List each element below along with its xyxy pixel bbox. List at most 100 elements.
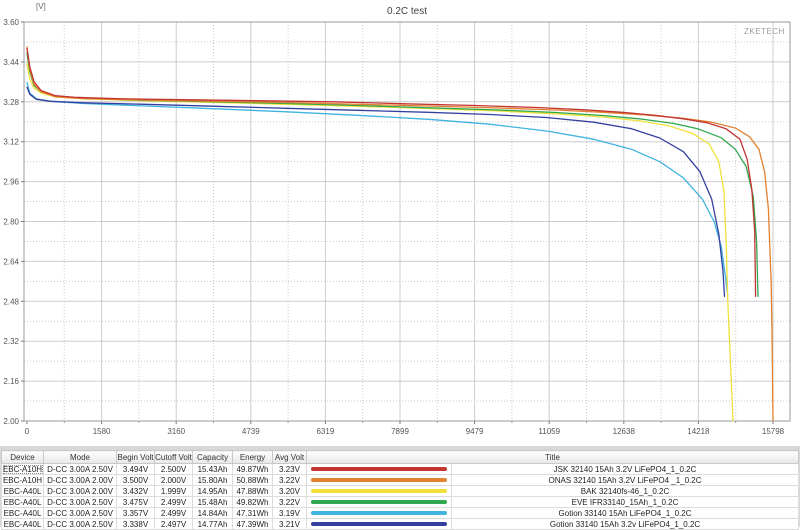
x-tick-label: 15798 — [762, 427, 785, 436]
cell-begin-volt: 3.432V — [116, 485, 155, 497]
cell-avg-volt: 3.21V — [272, 518, 307, 530]
cell-title: JSK 32140 15Ah 3.2V LiFePO4_1_0.2C — [450, 463, 800, 475]
results-table: Device Mode Begin Volt Cutoff Volt Capac… — [1, 450, 800, 530]
cell-legend-color — [306, 474, 452, 486]
cell-mode: D-CC 3.00A 2.50V — [43, 463, 117, 475]
cell-cutoff-volt: 2.499V — [154, 507, 193, 519]
discharge-chart-panel: [V] 0.2C test ZKETECH 3.60 3.44 3.28 3.12 2.… — [3, 2, 791, 436]
cell-device: EBC-A40L — [1, 485, 44, 497]
legend-color-bar — [311, 511, 447, 515]
x-tick-label: 3160 — [167, 427, 185, 436]
col-header-device: Device — [1, 450, 44, 464]
y-tick-label: 2.00 — [3, 417, 19, 426]
cell-legend-color — [306, 507, 452, 519]
series-curve-5 — [26, 86, 726, 297]
cell-capacity: 14.77Ah — [192, 518, 233, 530]
cell-cutoff-volt: 1.999V — [154, 485, 193, 497]
col-header-capacity: Capacity — [192, 450, 233, 464]
x-tick-label: 4739 — [242, 427, 260, 436]
y-tick-label: 2.64 — [3, 257, 19, 266]
cell-energy: 49.82Wh — [232, 496, 273, 508]
cell-device: EBC-A10H — [1, 463, 44, 475]
cell-begin-volt: 3.338V — [116, 518, 155, 530]
cell-avg-volt: 3.23V — [272, 463, 307, 475]
cell-mode: D-CC 3.00A 2.50V — [43, 496, 117, 508]
cell-begin-volt: 3.500V — [116, 474, 155, 486]
cell-cutoff-volt: 2.499V — [154, 496, 193, 508]
x-tick-label: 9479 — [466, 427, 484, 436]
legend-color-bar — [311, 478, 447, 482]
series-curve-4 — [26, 81, 729, 297]
cell-device: EBC-A40L — [1, 496, 44, 508]
cell-energy: 47.31Wh — [232, 507, 273, 519]
cell-device: EBC-A40L — [1, 518, 44, 530]
table-row[interactable]: EBC-A40L D-CC 3.00A 2.50V 3.357V 2.499V … — [1, 507, 800, 519]
cell-cutoff-volt: 2.497V — [154, 518, 193, 530]
cell-legend-color — [306, 496, 452, 508]
table-header-row: Device Mode Begin Volt Cutoff Volt Capac… — [1, 450, 800, 464]
table-row[interactable]: EBC-A10H D-CC 3.00A 2.00V 3.500V 2.000V … — [1, 474, 800, 486]
cell-mode: D-CC 3.00A 2.50V — [43, 507, 117, 519]
series-curve-0 — [26, 47, 757, 297]
cell-mode: D-CC 3.00A 2.00V — [43, 474, 117, 486]
y-tick-label: 2.48 — [3, 297, 19, 306]
cell-avg-volt: 3.22V — [272, 474, 307, 486]
x-tick-label: 12638 — [613, 427, 636, 436]
x-tick-label: 14218 — [687, 427, 710, 436]
x-tick-label: 6319 — [316, 427, 334, 436]
cell-title: Gotion 33140 15Ah LiFePO4_1_0.2C — [450, 507, 800, 519]
plot-border — [23, 21, 791, 422]
y-axis-unit-label: [V] — [36, 2, 46, 11]
chart-title: 0.2C test — [386, 6, 428, 17]
legend-color-bar — [311, 522, 447, 526]
col-header-begin-volt: Begin Volt — [116, 450, 155, 464]
cell-energy: 49.87Wh — [232, 463, 273, 475]
cell-begin-volt: 3.494V — [116, 463, 155, 475]
cell-cutoff-volt: 2.500V — [154, 463, 193, 475]
col-header-energy: Energy — [232, 450, 273, 464]
y-tick-label: 3.12 — [3, 138, 19, 147]
y-tick-label: 2.16 — [3, 377, 19, 386]
legend-color-bar — [311, 467, 447, 471]
cell-legend-color — [306, 463, 452, 475]
col-header-title: Title — [305, 450, 800, 464]
cell-begin-volt: 3.475V — [116, 496, 155, 508]
cell-title: Gotion 33140 15Ah 3.2v LiFePO4_1_0.2C — [450, 518, 800, 530]
cell-capacity: 14.84Ah — [192, 507, 233, 519]
legend-color-bar — [311, 489, 447, 493]
x-tick-label: 11059 — [538, 427, 560, 436]
cell-begin-volt: 3.357V — [116, 507, 155, 519]
x-tick-label: 7899 — [391, 427, 409, 436]
cell-avg-volt: 3.20V — [272, 485, 307, 497]
cell-title: BAK 32140fs-46_1_0.2C — [450, 485, 800, 497]
cell-capacity: 14.95Ah — [192, 485, 233, 497]
y-tick-label: 2.96 — [3, 178, 19, 187]
cell-avg-volt: 3.22V — [272, 496, 307, 508]
cell-device: EBC-A40L — [1, 507, 44, 519]
cell-mode: D-CC 3.00A 2.00V — [43, 485, 117, 497]
y-tick-label: 2.32 — [3, 337, 19, 346]
cell-legend-color — [306, 485, 452, 497]
cell-energy: 47.88Wh — [232, 485, 273, 497]
col-header-mode: Mode — [43, 450, 117, 464]
discharge-curves-plot: 3.60 3.44 3.28 3.12 2.96 2.80 2.64 2.48 2.32 2.16… — [3, 18, 791, 436]
x-tick-label: 0 — [25, 427, 30, 436]
cell-capacity: 15.80Ah — [192, 474, 233, 486]
series-curve-1 — [26, 46, 774, 422]
zketech-watermark: ZKETECH — [744, 27, 785, 36]
cell-title: ONAS 32140 15Ah 3.2V LiFePO4 _1_0.2C — [450, 474, 800, 486]
cell-legend-color — [306, 518, 452, 530]
cell-mode: D-CC 3.00A 2.50V — [43, 518, 117, 530]
table-row[interactable]: EBC-A40L D-CC 3.00A 2.50V 3.338V 2.497V … — [1, 518, 800, 530]
cell-avg-volt: 3.19V — [272, 507, 307, 519]
cell-capacity: 15.48Ah — [192, 496, 233, 508]
table-row[interactable]: EBC-A10H D-CC 3.00A 2.50V 3.494V 2.500V … — [1, 463, 800, 475]
cell-device: EBC-A10H — [1, 474, 44, 486]
col-header-cutoff-volt: Cutoff Volt — [154, 450, 193, 464]
y-tick-label: 3.44 — [3, 58, 19, 67]
series-curve-3 — [26, 52, 759, 297]
table-row[interactable]: EBC-A40L D-CC 3.00A 2.50V 3.475V 2.499V … — [1, 496, 800, 508]
cell-capacity: 15.43Ah — [192, 463, 233, 475]
cell-energy: 47.39Wh — [232, 518, 273, 530]
table-row[interactable]: EBC-A40L D-CC 3.00A 2.00V 3.432V 1.999V … — [1, 485, 800, 497]
